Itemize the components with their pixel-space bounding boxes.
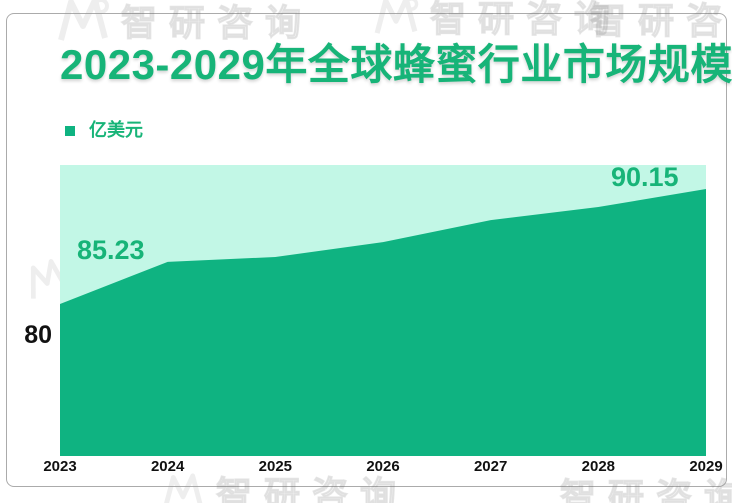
x-axis-label-2026: 2026	[366, 458, 400, 475]
x-axis-label-2024: 2024	[150, 458, 185, 475]
data-label-last: 90.15	[611, 162, 679, 192]
x-axis-label-2027: 2027	[473, 458, 508, 475]
legend-unit-label: 亿美元	[89, 120, 143, 140]
x-axis-label-2023: 2023	[43, 458, 77, 475]
legend-swatch-icon	[65, 126, 75, 136]
chart-title: 2023-2029年全球蜂蜜行业市场规模	[60, 41, 732, 88]
x-axis-label-2029: 2029	[689, 458, 723, 475]
area-series	[60, 189, 706, 456]
area-series-shape	[60, 189, 706, 456]
y-axis-tick-label: 80	[24, 321, 52, 349]
x-axis-label-2028: 2028	[581, 458, 616, 475]
x-axis-label-2025: 2025	[258, 458, 293, 475]
data-label-first: 85.23	[77, 235, 145, 265]
area-chart-plot	[60, 165, 706, 456]
unit-legend: 亿美元	[65, 121, 143, 139]
x-axis: 2023 2024 2025 2026 2027 2028 2029	[43, 458, 722, 475]
